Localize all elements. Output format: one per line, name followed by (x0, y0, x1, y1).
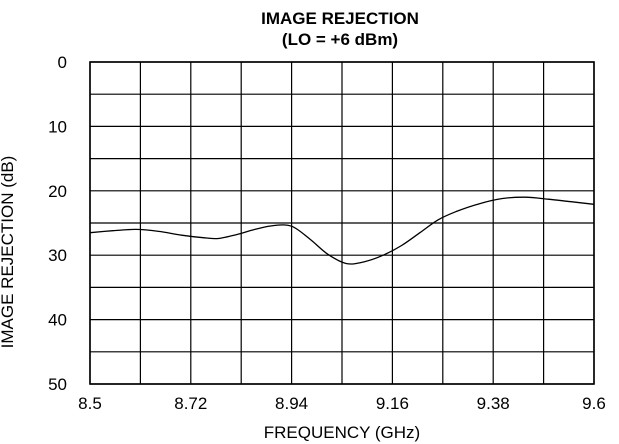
y-tick-labels: 0 10 20 30 40 50 (48, 53, 67, 394)
series-layer (89, 196, 595, 265)
y-tick-label: 30 (48, 246, 67, 265)
y-tick-label: 40 (48, 311, 67, 330)
y-axis-label: IMAGE REJECTION (dB) (0, 156, 17, 349)
chart-title: IMAGE REJECTION (261, 9, 419, 28)
x-tick-labels: 8.5 8.72 8.94 9.16 9.38 9.6 (78, 394, 606, 413)
x-tick-label: 9.38 (477, 394, 510, 413)
plot-frame (89, 61, 595, 385)
series-line (89, 196, 595, 265)
x-axis-label: FREQUENCY (GHz) (264, 423, 420, 442)
x-tick-label: 9.16 (376, 394, 409, 413)
x-tick-label: 8.94 (275, 394, 308, 413)
x-tick-label: 8.5 (78, 394, 102, 413)
grid (89, 61, 595, 385)
y-tick-label: 50 (48, 375, 67, 394)
x-tick-label: 9.6 (582, 394, 606, 413)
y-tick-label: 0 (58, 53, 67, 72)
chart-subtitle: (LO = +6 dBm) (282, 30, 398, 49)
y-tick-label: 10 (48, 117, 67, 136)
x-tick-label: 8.72 (174, 394, 207, 413)
y-tick-label: 20 (48, 182, 67, 201)
